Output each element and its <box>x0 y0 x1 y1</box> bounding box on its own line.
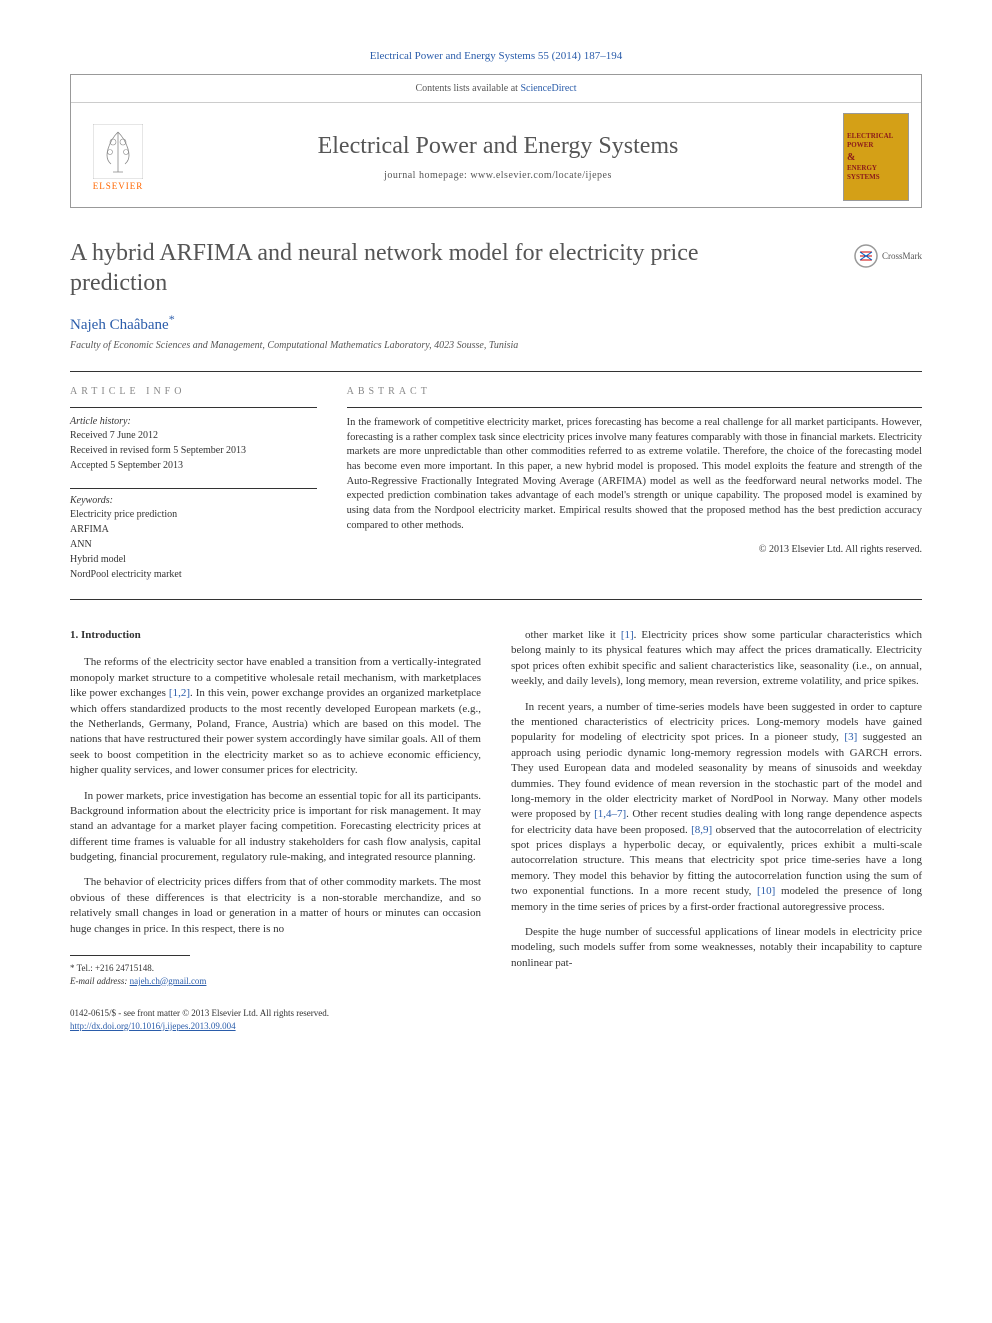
cover-line-1: ELECTRICAL <box>847 132 905 141</box>
page-footer: 0142-0615/$ - see front matter © 2013 El… <box>70 1007 481 1032</box>
author-corresponding-marker: * <box>169 312 175 326</box>
crossmark-label: CrossMark <box>882 251 922 261</box>
keyword-1: Electricity price prediction <box>70 508 317 522</box>
ref-link-10[interactable]: [10] <box>757 885 775 897</box>
elsevier-name: ELSEVIER <box>93 181 144 191</box>
accepted-date: Accepted 5 September 2013 <box>70 459 317 473</box>
keyword-3: ANN <box>70 538 317 552</box>
abstract-heading: ABSTRACT <box>347 386 922 397</box>
journal-title-block: Electrical Power and Energy Systems jour… <box>153 133 843 181</box>
keywords-label: Keywords: <box>70 495 317 506</box>
footnote-tel: * Tel.: +216 24715148. <box>70 962 481 975</box>
ref-link-3[interactable]: [3] <box>844 731 857 743</box>
ref-link-1-4-7[interactable]: [1,4–7] <box>594 808 626 820</box>
cover-line-5: SYSTEMS <box>847 173 905 182</box>
doi-link[interactable]: http://dx.doi.org/10.1016/j.ijepes.2013.… <box>70 1021 236 1031</box>
crossmark-badge[interactable]: CrossMark <box>854 244 922 268</box>
body-column-right: other market like it [1]. Electricity pr… <box>511 628 922 1032</box>
footnote-separator <box>70 955 190 956</box>
article-info-heading: ARTICLE INFO <box>70 386 317 397</box>
intro-paragraph-3: The behavior of electricity prices diffe… <box>70 875 481 937</box>
section-1-heading: 1. Introduction <box>70 628 481 643</box>
received-date: Received 7 June 2012 <box>70 429 317 443</box>
sciencedirect-link[interactable]: ScienceDirect <box>520 83 576 94</box>
body-column-left: 1. Introduction The reforms of the elect… <box>70 628 481 1032</box>
ref-link-1[interactable]: [1] <box>621 629 634 641</box>
intro-paragraph-2: In power markets, price investigation ha… <box>70 789 481 866</box>
contents-available-text: Contents lists available at ScienceDirec… <box>83 83 909 94</box>
footnote-email-link[interactable]: najeh.ch@gmail.com <box>130 976 207 986</box>
cover-line-2: POWER <box>847 141 905 150</box>
body-two-columns: 1. Introduction The reforms of the elect… <box>70 628 922 1032</box>
abstract-column: ABSTRACT In the framework of competitive… <box>347 386 922 583</box>
journal-header-box: Contents lists available at ScienceDirec… <box>70 74 922 208</box>
journal-reference: Electrical Power and Energy Systems 55 (… <box>70 50 922 62</box>
journal-homepage: journal homepage: www.elsevier.com/locat… <box>153 170 843 181</box>
footnote-email-line: E-mail address: najeh.ch@gmail.com <box>70 975 481 988</box>
keyword-5: NordPool electricity market <box>70 568 317 582</box>
footnote-email-label: E-mail address: <box>70 976 127 986</box>
cover-line-4: ENERGY <box>847 164 905 173</box>
header-main-row: ELSEVIER Electrical Power and Energy Sys… <box>71 103 921 207</box>
issn-line: 0142-0615/$ - see front matter © 2013 El… <box>70 1007 481 1020</box>
corresponding-author-footnote: * Tel.: +216 24715148. E-mail address: n… <box>70 962 481 987</box>
revised-date: Received in revised form 5 September 201… <box>70 444 317 458</box>
elsevier-logo: ELSEVIER <box>83 117 153 197</box>
author-name: Najeh Chaâbane* <box>70 312 922 334</box>
contents-label: Contents lists available at <box>415 83 520 94</box>
header-top-bar: Contents lists available at ScienceDirec… <box>71 75 921 103</box>
history-label: Article history: <box>70 416 317 427</box>
article-title: A hybrid ARFIMA and neural network model… <box>70 238 752 298</box>
info-abstract-row: ARTICLE INFO Article history: Received 7… <box>70 371 922 600</box>
intro-paragraph-4: other market like it [1]. Electricity pr… <box>511 628 922 690</box>
intro-paragraph-6: Despite the huge number of successful ap… <box>511 925 922 971</box>
journal-cover-thumbnail: ELECTRICAL POWER & ENERGY SYSTEMS <box>843 113 909 201</box>
intro-paragraph-5: In recent years, a number of time-series… <box>511 700 922 915</box>
article-info-column: ARTICLE INFO Article history: Received 7… <box>70 386 317 583</box>
intro-paragraph-1: The reforms of the electricity sector ha… <box>70 655 481 778</box>
ref-link-1-2[interactable]: [1,2] <box>169 687 190 699</box>
keyword-2: ARFIMA <box>70 523 317 537</box>
article-header: CrossMark A hybrid ARFIMA and neural net… <box>70 238 922 351</box>
abstract-copyright: © 2013 Elsevier Ltd. All rights reserved… <box>347 544 922 555</box>
page-container: Electrical Power and Energy Systems 55 (… <box>0 0 992 1072</box>
author-text: Najeh Chaâbane <box>70 317 169 333</box>
journal-title: Electrical Power and Energy Systems <box>153 133 843 160</box>
cover-line-3: & <box>847 151 905 164</box>
crossmark-icon <box>854 244 878 268</box>
abstract-text: In the framework of competitive electric… <box>347 416 922 534</box>
author-affiliation: Faculty of Economic Sciences and Managem… <box>70 340 922 351</box>
ref-link-8-9[interactable]: [8,9] <box>691 824 712 836</box>
elsevier-tree-icon <box>93 124 143 179</box>
keyword-4: Hybrid model <box>70 553 317 567</box>
